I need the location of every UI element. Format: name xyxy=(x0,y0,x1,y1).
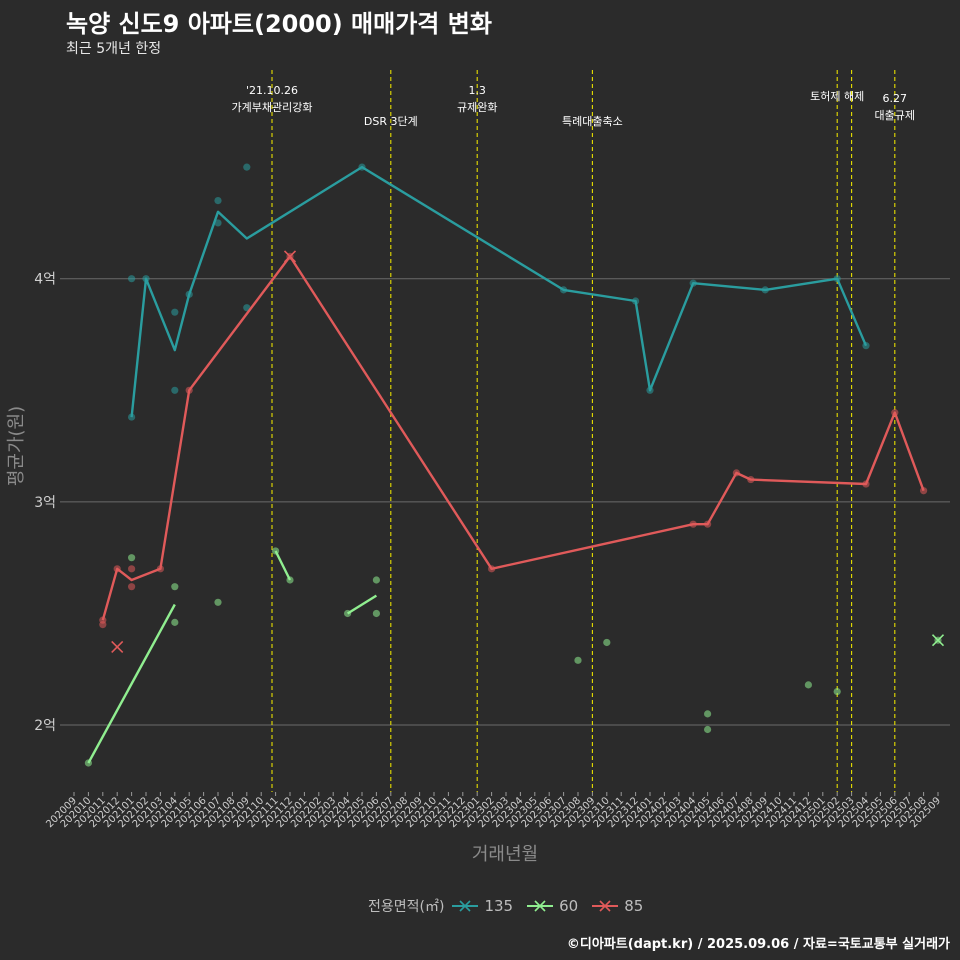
series-85-point xyxy=(99,621,107,629)
series-60-line-segment xyxy=(346,594,378,615)
event-annotation: DSR 3단계 xyxy=(364,115,418,128)
series-60-line-segment xyxy=(274,550,292,581)
series-135-point xyxy=(171,308,179,316)
event-annotation: 토허제 해제 xyxy=(810,89,864,103)
series-60-point xyxy=(372,576,380,584)
series-60-point xyxy=(574,656,582,664)
legend-label-135: 135 xyxy=(484,897,514,915)
series-135-point xyxy=(243,163,251,171)
y-axis-label: 평균가(원) xyxy=(6,406,27,486)
series-60-point xyxy=(704,710,712,718)
series-60-cross-marker xyxy=(931,634,945,647)
source-caption: ©디아파트(dapt.kr) / 2025.09.06 / 자료=국토교통부 실… xyxy=(566,937,950,952)
series-85-cross-marker xyxy=(111,640,124,654)
series-135-point xyxy=(214,196,222,205)
series-60-point xyxy=(214,598,222,606)
y-tick-label: 2억 xyxy=(34,718,56,734)
series-60-line-segment xyxy=(87,603,176,764)
series-85-point xyxy=(128,583,136,591)
x-axis-label: 거래년월 xyxy=(472,844,538,865)
series-85-cross-marker xyxy=(283,250,297,263)
legend-label-60: 60 xyxy=(559,897,579,915)
series-60-point xyxy=(372,609,380,618)
series-60-point xyxy=(704,725,712,734)
series-60-point xyxy=(171,583,179,591)
legend-item-85: 85 xyxy=(590,896,643,916)
series-60-point xyxy=(833,687,841,696)
legend-key-135-icon xyxy=(450,896,480,916)
event-annotation: 1.3 xyxy=(468,84,486,97)
event-annotation: 6.27 xyxy=(883,92,908,105)
chart-subtitle: 최근 5개년 한정 xyxy=(66,41,162,57)
event-annotation: '21.10.26 xyxy=(246,84,298,97)
event-annotation: 특례대출축소 xyxy=(562,115,623,128)
legend-key-85-icon xyxy=(590,896,620,916)
legend: 전용면적(㎡) 135 60 85 xyxy=(368,896,655,916)
series-85-point xyxy=(128,565,136,573)
chart-title: 녹양 신도9 아파트(2000) 매매가격 변화 xyxy=(66,10,492,38)
series-60-point xyxy=(603,638,611,647)
series-60-point xyxy=(804,681,813,689)
series-135-point xyxy=(128,275,136,283)
series-135-point xyxy=(171,386,179,394)
legend-label-85: 85 xyxy=(624,897,644,915)
event-annotation: 가계부채관리강화 xyxy=(232,101,313,114)
legend-item-135: 135 xyxy=(450,896,513,916)
legend-title: 전용면적(㎡) xyxy=(368,899,445,915)
y-tick-label: 4억 xyxy=(34,272,56,288)
y-tick-label: 3억 xyxy=(34,495,56,511)
event-annotation: 대출규제 xyxy=(875,109,915,122)
series-60-point xyxy=(128,554,136,562)
event-annotation: 규제완화 xyxy=(457,101,497,114)
series-60-point xyxy=(171,618,179,626)
series-135-line xyxy=(130,165,868,418)
legend-key-60-icon xyxy=(525,896,555,916)
series-85-line xyxy=(101,255,925,621)
legend-item-60: 60 xyxy=(525,896,578,916)
series-135-point xyxy=(214,219,222,227)
